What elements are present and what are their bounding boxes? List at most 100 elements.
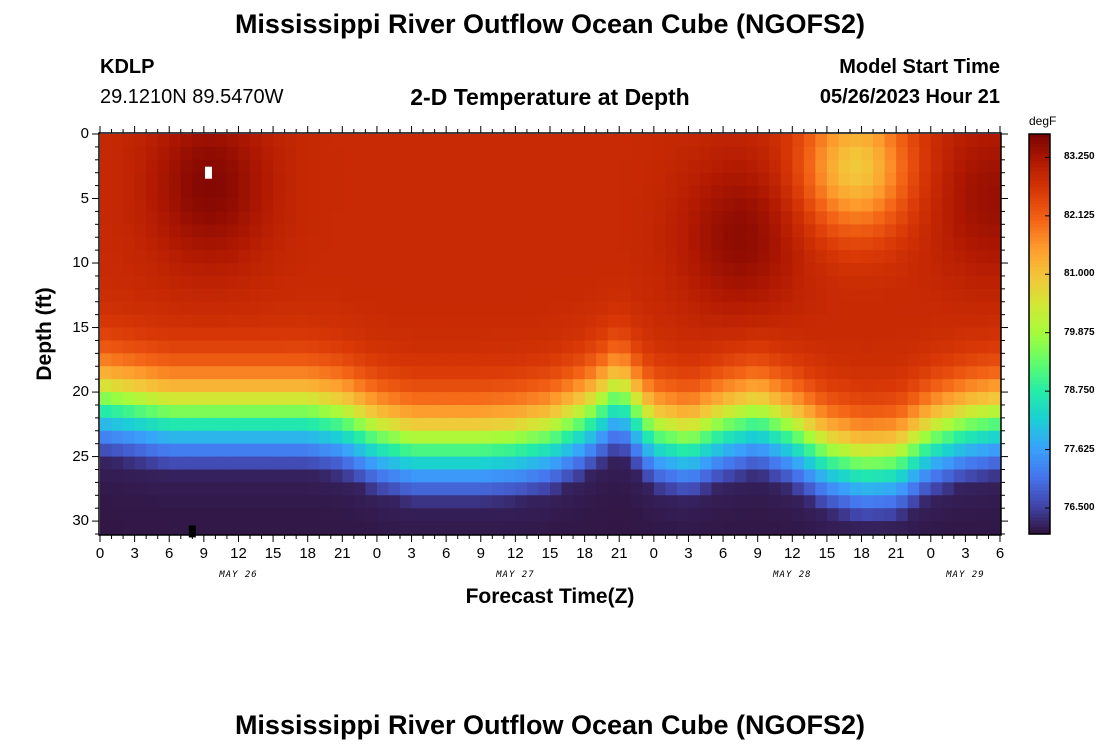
heatmap-cell [492, 172, 505, 187]
heatmap-cell [584, 456, 597, 471]
heatmap-cell [526, 340, 540, 354]
date-label: MAY 28 [773, 570, 812, 580]
heatmap-cell [515, 275, 528, 290]
heatmap-cell [192, 263, 205, 277]
heatmap-cell [850, 495, 863, 509]
colorbar-tick-label: 77.625 [1064, 443, 1095, 455]
heatmap-cell [411, 288, 424, 303]
heatmap-cell [850, 340, 863, 354]
heatmap-cell [503, 159, 516, 174]
heatmap-cell [296, 250, 309, 264]
heatmap-cell [884, 172, 897, 187]
heatmap-cell [180, 443, 193, 458]
heatmap-cell [653, 301, 666, 316]
heatmap-cell [100, 379, 113, 393]
heatmap-cell [330, 224, 343, 238]
heatmap-cell [226, 185, 240, 200]
colorbar-segment [1029, 510, 1050, 515]
heatmap-cell [826, 443, 840, 458]
heatmap-cell [792, 185, 805, 200]
heatmap-cell [180, 263, 193, 277]
heatmap-cell [584, 340, 597, 354]
heatmap-cell [250, 314, 263, 329]
heatmap-cell [561, 392, 574, 406]
heatmap-cell [619, 353, 632, 367]
colorbar-segment [1029, 180, 1050, 185]
heatmap-cell [365, 366, 378, 380]
colorbar-segment [1029, 297, 1050, 302]
colorbar-segment [1029, 197, 1050, 202]
heatmap-cell [988, 482, 1001, 496]
heatmap-cell [838, 301, 851, 316]
heatmap-cell [469, 198, 482, 213]
heatmap-cell [573, 211, 586, 225]
heatmap-cell [769, 417, 782, 432]
heatmap-cell [642, 263, 655, 277]
heatmap-cell [630, 237, 643, 251]
colorbar-segment [1029, 174, 1050, 178]
heatmap-cell [642, 172, 655, 187]
y-tick-label: 10 [72, 254, 89, 272]
heatmap-cell [342, 224, 355, 238]
heatmap-cell [838, 508, 851, 522]
heatmap-cell [134, 340, 147, 354]
heatmap-cell [953, 469, 966, 483]
heatmap-cell [457, 456, 470, 471]
heatmap-cell [203, 185, 216, 200]
heatmap-cell [896, 495, 909, 509]
heatmap-cell [550, 443, 563, 458]
heatmap-cell [630, 430, 643, 445]
heatmap-cell [146, 250, 159, 264]
heatmap-cell [538, 495, 551, 509]
heatmap-cell [734, 301, 747, 316]
x-tick-label: 21 [610, 545, 628, 562]
heatmap-cell [803, 521, 816, 535]
heatmap-cell [353, 172, 366, 187]
heatmap-cell [492, 456, 505, 471]
heatmap-cell [700, 134, 713, 148]
heatmap-cell [757, 134, 770, 148]
heatmap-cell [965, 443, 978, 458]
heatmap-cell [353, 250, 366, 264]
heatmap-cell [746, 456, 759, 471]
heatmap-cell [515, 482, 528, 496]
heatmap-cell [607, 146, 620, 161]
heatmap-cell [169, 146, 182, 161]
heatmap-cell [619, 159, 632, 174]
heatmap-cell [538, 469, 551, 483]
heatmap-cell [896, 353, 909, 367]
heatmap-cell [284, 172, 297, 187]
colorbar-segment [1029, 250, 1050, 255]
heatmap-cell [676, 430, 690, 445]
heatmap-cell [930, 211, 943, 225]
colorbar-segment [1029, 200, 1050, 205]
heatmap-cell [988, 172, 1001, 187]
heatmap-cell [826, 327, 840, 342]
heatmap-cell [388, 417, 401, 432]
heatmap-cell [688, 134, 701, 148]
heatmap-cell [930, 288, 943, 303]
heatmap-cell [180, 275, 193, 290]
heatmap-cell [930, 198, 943, 213]
heatmap-cell [584, 237, 597, 251]
heatmap-cell [826, 404, 840, 419]
heatmap-cell [365, 469, 378, 483]
heatmap-cell [711, 146, 724, 161]
heatmap-cell [688, 211, 701, 225]
heatmap-cell [642, 198, 655, 213]
heatmap-cell [965, 288, 978, 303]
heatmap-cell [365, 301, 378, 316]
heatmap-cell [123, 495, 136, 509]
heatmap-cell [146, 482, 159, 496]
heatmap-cell [100, 417, 113, 432]
heatmap-cell [273, 211, 286, 225]
heatmap-cell [400, 301, 413, 316]
heatmap-cell [134, 456, 147, 471]
heatmap-cell [134, 263, 147, 277]
heatmap-cell [838, 159, 851, 174]
heatmap-cell [907, 379, 920, 393]
heatmap-cell [100, 198, 113, 213]
heatmap-cell [769, 172, 782, 187]
heatmap-cell [815, 288, 828, 303]
heatmap-cell [942, 301, 955, 316]
